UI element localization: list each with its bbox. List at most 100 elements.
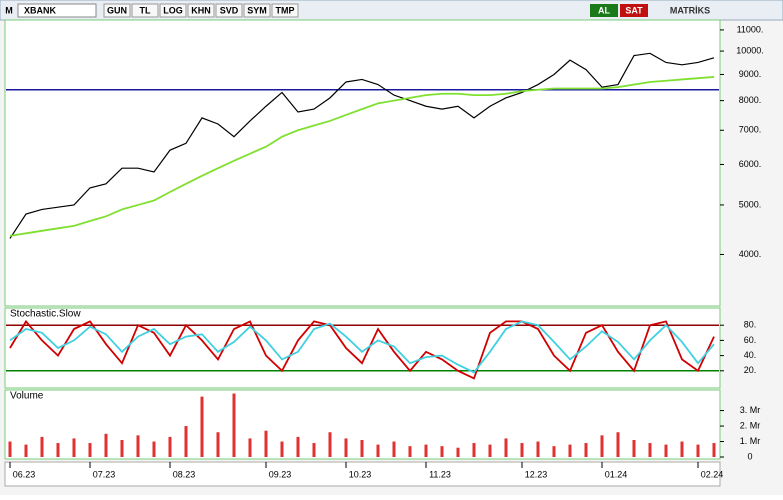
bar [24, 444, 28, 457]
bar [472, 443, 476, 457]
bar [88, 443, 92, 457]
y-tick-label: 3. Mr [740, 405, 761, 415]
bar [520, 443, 524, 457]
toolbar-button[interactable] [159, 3, 187, 18]
series-line [9, 320, 715, 374]
bar [648, 443, 652, 457]
y-tick-label: 40. [744, 350, 757, 360]
bar [328, 432, 332, 457]
bar [632, 439, 636, 457]
logo: M [5, 5, 13, 15]
bar [376, 444, 380, 457]
bar [200, 396, 204, 457]
bar [696, 444, 700, 457]
bar [264, 430, 268, 457]
y-tick-label: 7000. [739, 125, 762, 135]
bar [120, 439, 124, 457]
toolbar-button-label: SVD [220, 5, 239, 15]
buy-button[interactable] [590, 4, 618, 17]
x-tick-label: 11.23 [429, 469, 451, 479]
bar [40, 436, 44, 457]
bar [600, 435, 604, 457]
series-line [9, 319, 715, 380]
symbol: XBANK [24, 5, 57, 15]
toolbar-button-label: GUN [107, 5, 127, 15]
y-tick-label: 11000. [737, 24, 764, 34]
price-panel [4, 19, 721, 307]
bar [440, 446, 444, 457]
bar [616, 432, 620, 457]
bar [280, 441, 284, 457]
bar [568, 444, 572, 457]
brand: MATRİKS [670, 5, 710, 15]
bar [664, 444, 668, 457]
x-tick-label: 01.24 [605, 469, 628, 479]
bar [504, 438, 508, 457]
bar [488, 444, 492, 457]
panel-title: Volume [10, 391, 44, 402]
bar [456, 447, 460, 457]
x-tick-label: 08.23 [173, 469, 196, 479]
toolbar-button[interactable] [271, 3, 299, 18]
bar [136, 435, 140, 457]
y-tick-label: 1. Mr [740, 436, 761, 446]
toolbar-button-label: LOG [163, 5, 183, 15]
y-tick-label: 10000. [736, 45, 764, 55]
bar [424, 444, 428, 457]
x-tick-label: 02.24 [701, 469, 724, 479]
toolbar-button[interactable] [215, 3, 243, 18]
stoch-panel [4, 307, 721, 389]
y-tick-label: 20. [744, 365, 757, 375]
bar [312, 443, 316, 457]
bar [8, 441, 12, 457]
x-tick-label: 09.23 [269, 469, 292, 479]
bar [104, 433, 108, 457]
bar [392, 441, 396, 457]
bar [248, 438, 252, 457]
toolbar-button[interactable] [131, 3, 159, 18]
buy-label: AL [598, 5, 610, 15]
y-tick-label: 6000. [739, 159, 762, 169]
x-tick-label: 10.23 [349, 469, 372, 479]
bar [72, 438, 76, 457]
toolbar-button[interactable] [103, 3, 131, 18]
bar [712, 443, 716, 457]
toolbar-button[interactable] [243, 3, 271, 18]
bar [56, 443, 60, 457]
bar [680, 441, 684, 457]
sell-label: SAT [625, 5, 643, 15]
y-tick-label: 2. Mr [740, 420, 761, 430]
panel-title: Stochastic.Slow [10, 309, 81, 320]
x-tick-label: 12.23 [525, 469, 548, 479]
bar [408, 446, 412, 457]
y-tick-label: 0 [747, 451, 752, 461]
series-line [9, 76, 715, 237]
y-tick-label: 9000. [739, 69, 762, 79]
bar [184, 426, 188, 457]
toolbar-button[interactable] [187, 3, 215, 18]
bar [232, 393, 236, 457]
y-tick-label: 8000. [739, 95, 762, 105]
toolbar-button-label: TL [140, 5, 151, 15]
bar [360, 439, 364, 457]
y-tick-label: 80. [744, 320, 757, 330]
series-line [9, 52, 715, 239]
x-tick-label: 07.23 [93, 469, 116, 479]
bar [344, 438, 348, 457]
bar [536, 441, 540, 457]
sell-button[interactable] [620, 4, 648, 17]
y-tick-label: 60. [744, 335, 757, 345]
bar [296, 436, 300, 457]
toolbar-button-label: KHN [191, 5, 211, 15]
bar [168, 436, 172, 457]
bar [584, 443, 588, 457]
x-axis-panel [4, 461, 721, 487]
bar [216, 432, 220, 457]
y-tick-label: 5000. [739, 199, 762, 209]
bar [152, 441, 156, 457]
bar [552, 446, 556, 457]
symbol-box[interactable] [17, 3, 97, 18]
toolbar-button-label: SYM [247, 5, 267, 15]
toolbar-button-label: TMP [276, 5, 295, 15]
